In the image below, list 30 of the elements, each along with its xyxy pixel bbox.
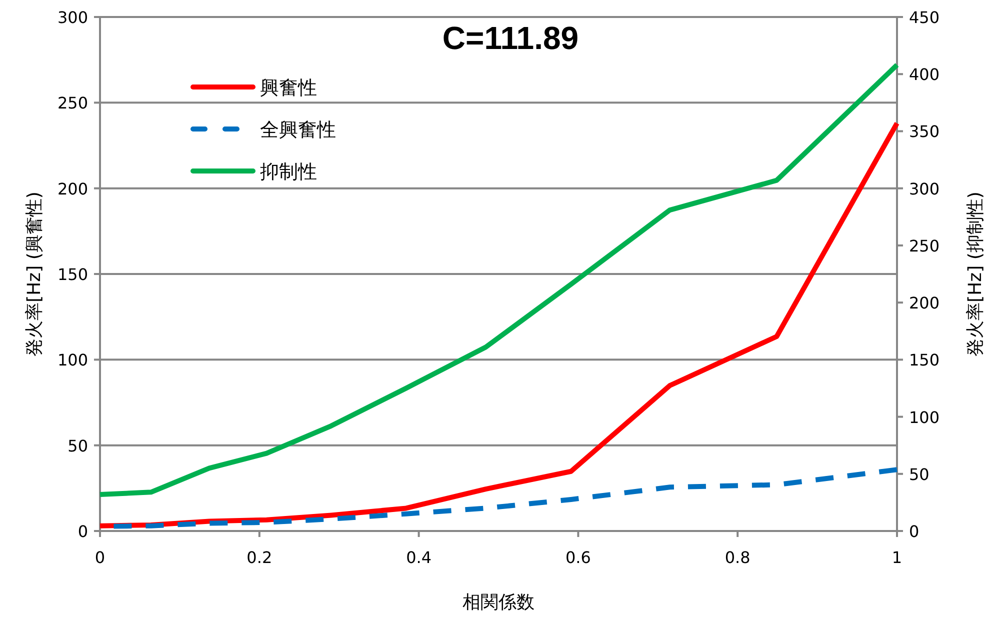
x-axis-title: 相関係数 <box>462 592 534 613</box>
y-tick-label: 50 <box>68 436 88 456</box>
y2-tick-label: 400 <box>909 65 940 84</box>
y2-tick-label: 50 <box>909 464 930 484</box>
y2-tick-label: 250 <box>909 236 940 256</box>
y2-tick-label: 200 <box>909 294 940 313</box>
x-tick-label: 0.6 <box>565 548 591 567</box>
chart-title: C=111.89 <box>442 20 579 56</box>
x-tick-label: 0 <box>94 548 106 567</box>
x-tick-label: 0.8 <box>724 548 750 567</box>
x-tick-label: 0.4 <box>406 548 432 567</box>
y2-tick-label: 300 <box>909 179 940 198</box>
y2-tick-label: 100 <box>909 408 940 427</box>
x-tick-label: 0.2 <box>246 548 272 567</box>
legend-label: 興奮性 <box>260 77 317 99</box>
y2-tick-label: 450 <box>909 8 940 27</box>
y2-axis-title: 発火率[Hz] (抑制性) <box>965 192 986 356</box>
y-tick-label: 0 <box>78 522 88 541</box>
y2-tick-label: 150 <box>909 350 940 370</box>
y-tick-label: 250 <box>57 94 88 113</box>
y2-tick-label: 0 <box>909 522 920 541</box>
y-tick-label: 100 <box>57 350 88 370</box>
x-tick-label: 1 <box>892 548 902 567</box>
y2-tick-label: 350 <box>909 122 940 142</box>
legend-label: 全興奮性 <box>260 119 336 141</box>
y-tick-label: 150 <box>57 265 88 284</box>
legend-label: 抑制性 <box>260 161 317 183</box>
y-tick-label: 300 <box>57 8 88 27</box>
y-axis-title: 発火率[Hz] (興奮性) <box>24 192 45 356</box>
y-tick-label: 200 <box>57 179 88 198</box>
